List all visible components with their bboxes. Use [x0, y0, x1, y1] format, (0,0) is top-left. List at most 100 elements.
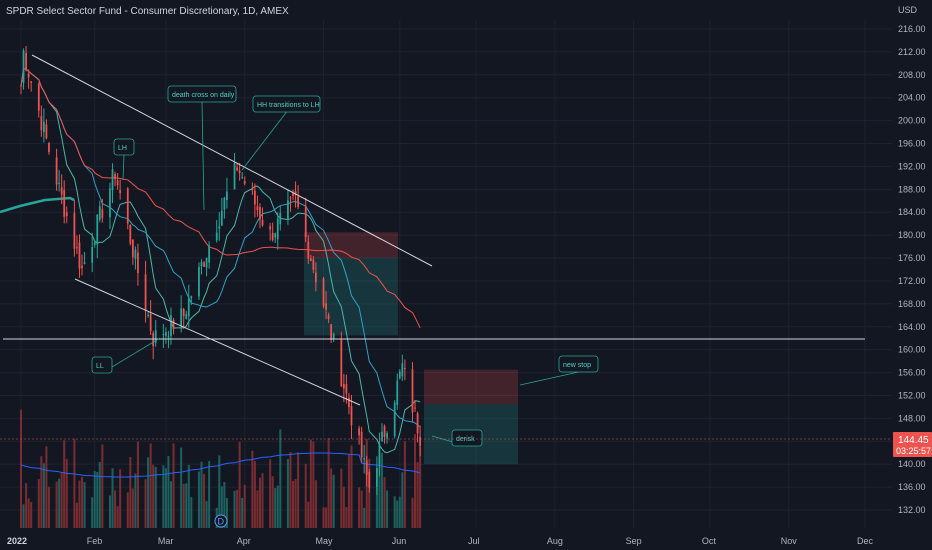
candle-body	[279, 213, 282, 225]
x-tick-label: Jun	[392, 536, 407, 546]
x-tick-label: Aug	[547, 536, 563, 546]
volume-bar	[304, 463, 307, 528]
annotation-box[interactable]	[167, 85, 237, 103]
volume-bar	[45, 446, 48, 528]
candle-body	[40, 116, 43, 131]
volume-bar	[205, 501, 208, 528]
volume-bar	[271, 476, 274, 528]
currency-label: USD	[898, 5, 918, 15]
candle-body	[190, 296, 193, 299]
volume-bar	[325, 507, 328, 528]
volume-bar	[190, 497, 193, 528]
candle-body	[365, 460, 368, 475]
volume-bar	[223, 482, 226, 528]
x-tick-label: Apr	[237, 536, 251, 546]
volume-bar	[236, 490, 239, 528]
risk-zone[interactable]	[424, 369, 518, 405]
x-tick-label: Feb	[87, 536, 103, 546]
volume-bar	[60, 473, 63, 528]
lower-channel-line[interactable]	[74, 278, 361, 406]
candle-body	[30, 81, 33, 83]
candle-body	[149, 313, 152, 332]
volume-bar	[253, 460, 256, 528]
volume-bar	[63, 440, 66, 528]
annotation-box[interactable]	[451, 429, 483, 447]
candle-body	[363, 458, 366, 460]
candle-body	[129, 224, 132, 244]
last-price-value: 144.45	[898, 435, 929, 446]
trendline-drawings[interactable]	[3, 54, 865, 406]
reward-zone[interactable]	[304, 258, 398, 336]
volume-bar	[55, 481, 58, 528]
annotation-box[interactable]	[91, 356, 113, 374]
volume-bar	[269, 459, 272, 528]
volume-bar	[27, 498, 30, 528]
volume-bar	[19, 409, 23, 528]
candle-body	[116, 180, 119, 186]
candle-body	[292, 192, 294, 196]
volume-bar	[58, 478, 61, 528]
candle-body	[376, 467, 378, 488]
y-tick-label: 152.00	[898, 390, 926, 400]
candle-body	[154, 330, 157, 343]
candle-body	[419, 436, 422, 447]
volume-bar	[75, 502, 78, 528]
x-tick-label: Oct	[702, 536, 717, 546]
candle-body	[261, 219, 264, 226]
volume-bar	[73, 438, 76, 528]
annotation-box[interactable]	[252, 95, 321, 113]
candle-body	[98, 206, 101, 220]
candle-body	[187, 298, 190, 317]
x-tick-label: May	[316, 536, 334, 546]
candle-body	[167, 336, 170, 338]
volume-bar	[327, 438, 330, 528]
candle-body	[200, 262, 203, 267]
volume-bar	[358, 487, 361, 528]
candle-body	[55, 157, 58, 185]
volume-bar	[363, 507, 366, 528]
candle-body	[42, 121, 45, 133]
annotation-labels[interactable]: death cross on daily HH transitions to LH…	[91, 85, 599, 447]
candle-body	[304, 206, 307, 238]
candlestick-series	[20, 46, 422, 496]
y-tick-label: 168.00	[898, 299, 926, 309]
volume-bar	[164, 468, 167, 528]
volume-bar	[332, 474, 335, 528]
candle-body	[251, 188, 254, 191]
volume-bar	[375, 487, 378, 528]
annotation-box[interactable]	[113, 138, 135, 156]
candle-body	[269, 226, 272, 230]
annotation-text: death cross on daily	[172, 92, 235, 99]
dividend-marker-letter: D	[218, 517, 225, 527]
candle-body	[226, 191, 228, 201]
candle-body	[233, 163, 236, 190]
candle-body	[218, 226, 221, 229]
volume-bar	[154, 467, 157, 528]
volume-bar	[419, 446, 422, 528]
risk-zone[interactable]	[304, 232, 398, 259]
annotation-text: new stop	[563, 362, 591, 369]
price-axis[interactable]: 216.00 212.00 208.00 204.00 200.00 196.00 192.…	[898, 24, 926, 515]
volume-bar	[111, 468, 114, 528]
annotation-box[interactable]	[558, 355, 599, 373]
volume-bar	[149, 443, 152, 528]
y-tick-label: 216.00	[898, 24, 926, 34]
annotation-text: LH	[118, 145, 127, 152]
y-tick-label: 148.00	[898, 413, 926, 423]
volume-bar	[200, 461, 203, 528]
volume-bar	[101, 444, 104, 528]
dividend-marker[interactable]	[214, 514, 228, 528]
bar-countdown: 03:25:57	[896, 446, 931, 456]
candle-body	[276, 218, 279, 240]
volume-bar	[386, 490, 389, 528]
upper-channel-line[interactable]	[31, 54, 433, 267]
candle-body	[325, 303, 327, 310]
y-tick-label: 204.00	[898, 93, 926, 103]
candle-body	[345, 384, 348, 394]
candle-body	[180, 308, 183, 327]
volume-bar	[233, 490, 236, 528]
time-axis[interactable]: 2022 Feb Mar Apr May Jun Jul Aug Sep Oct Nov Dec	[7, 536, 874, 546]
volume-bar	[322, 507, 325, 528]
candle-body	[368, 471, 371, 488]
